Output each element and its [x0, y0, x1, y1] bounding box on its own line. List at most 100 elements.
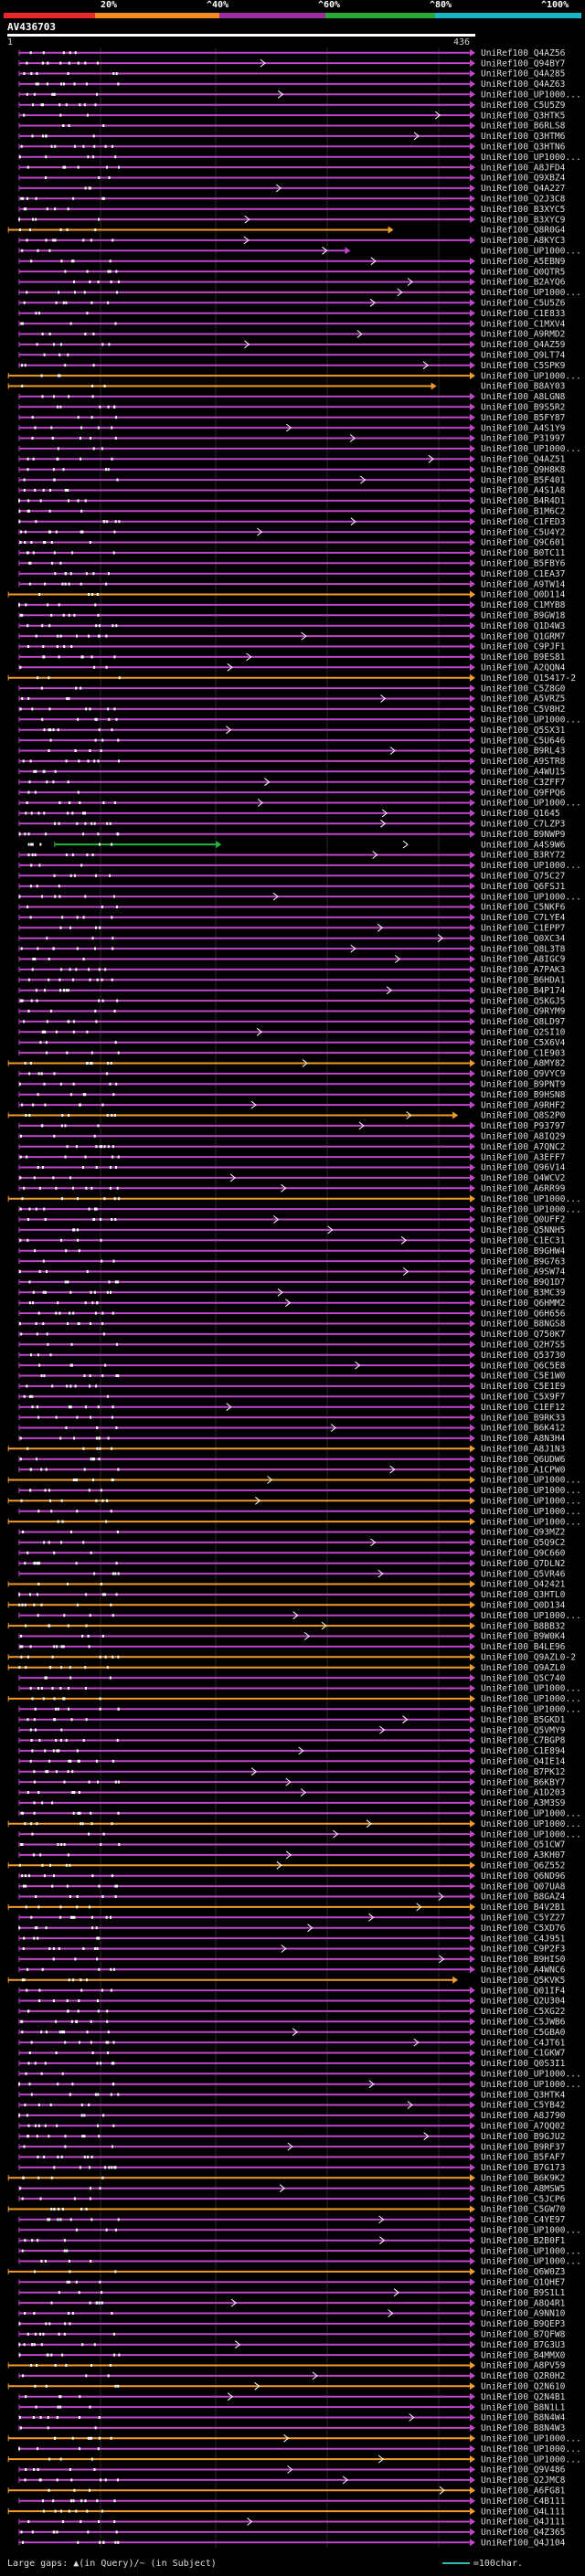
- hit-label[interactable]: UniRef100_A8MY82: [481, 1059, 565, 1069]
- hit-row[interactable]: UniRef100_A5VRZ5: [18, 694, 565, 705]
- hit-row[interactable]: UniRef100_C1MXV4: [18, 319, 566, 329]
- hit-label[interactable]: UniRef100_Q8R0G4: [481, 226, 566, 236]
- hit-label[interactable]: UniRef100_B6K9K2: [481, 2174, 565, 2184]
- hit-row[interactable]: UniRef100_UP1000...: [18, 1684, 581, 1694]
- hit-label[interactable]: UniRef100_B4LE96: [481, 1642, 566, 1652]
- hit-label[interactable]: UniRef100_Q3HTM6: [481, 132, 566, 142]
- hit-row[interactable]: UniRef100_A8MY82: [7, 1059, 565, 1069]
- hit-row[interactable]: UniRef100_B7QFW8: [18, 2330, 566, 2340]
- hit-label[interactable]: UniRef100_UP1000...: [481, 1507, 581, 1517]
- hit-label[interactable]: UniRef100_Q0D134: [481, 1601, 566, 1611]
- hit-row[interactable]: UniRef100_C5XG22: [18, 2007, 565, 2017]
- hit-label[interactable]: UniRef100_C5GW70: [481, 2205, 566, 2215]
- hit-row[interactable]: UniRef100_C9P2F3: [18, 1945, 566, 1955]
- hit-row[interactable]: UniRef100_UP1000...: [18, 288, 581, 298]
- hit-label[interactable]: UniRef100_Q2U304: [481, 1997, 566, 2007]
- hit-label[interactable]: UniRef100_Q6Z552: [481, 1861, 565, 1871]
- hit-label[interactable]: UniRef100_C1MXV4: [481, 319, 566, 329]
- hit-label[interactable]: UniRef100_UP1000...: [481, 1497, 581, 1507]
- hit-row[interactable]: UniRef100_Q5KVK5: [7, 1976, 565, 1986]
- hit-label[interactable]: UniRef100_Q9AZL0-2: [481, 1653, 576, 1663]
- hit-label[interactable]: UniRef100_A5VRZ5: [481, 694, 565, 705]
- hit-row[interactable]: UniRef100_A8IQ29: [18, 1132, 566, 1142]
- hit-label[interactable]: UniRef100_Q5VMY9: [481, 1725, 566, 1735]
- hit-row[interactable]: UniRef100_Q8LD97: [18, 1017, 566, 1027]
- hit-label[interactable]: UniRef100_P31997: [481, 434, 566, 444]
- hit-label[interactable]: UniRef100_Q6HMM2: [481, 1299, 565, 1309]
- hit-label[interactable]: UniRef100_Q42421: [481, 1580, 566, 1590]
- hit-row[interactable]: UniRef100_C1MYB8: [18, 600, 566, 610]
- hit-row[interactable]: UniRef100_A2QQN4: [18, 663, 566, 673]
- hit-row[interactable]: UniRef100_C7LYE4: [18, 913, 566, 923]
- hit-label[interactable]: UniRef100_B9Q1D7: [481, 1277, 566, 1288]
- hit-row[interactable]: UniRef100_A4S9W6: [27, 840, 566, 850]
- hit-label[interactable]: UniRef100_A4WNC6: [481, 1966, 566, 1976]
- hit-label[interactable]: UniRef100_UP1000...: [481, 2246, 581, 2256]
- hit-row[interactable]: UniRef100_Q75C27: [18, 872, 566, 882]
- hit-label[interactable]: UniRef100_Q1D4W3: [481, 621, 566, 631]
- hit-label[interactable]: UniRef100_B5FBY6: [481, 559, 566, 569]
- hit-row[interactable]: UniRef100_Q9AZL0: [7, 1663, 566, 1673]
- hit-label[interactable]: UniRef100_Q3HTK4: [481, 2090, 566, 2100]
- hit-row[interactable]: UniRef100_B3MC39: [18, 1288, 566, 1299]
- hit-row[interactable]: UniRef100_Q51CW7: [18, 1840, 566, 1850]
- hit-row[interactable]: UniRef100_Q0QTR5: [18, 267, 565, 277]
- hit-label[interactable]: UniRef100_A1D203: [481, 1788, 566, 1798]
- hit-row[interactable]: UniRef100_UP1000...: [18, 892, 581, 902]
- hit-label[interactable]: UniRef100_A8LGN8: [481, 392, 566, 402]
- hit-label[interactable]: UniRef100_A8N3H4: [481, 1434, 566, 1444]
- hit-row[interactable]: UniRef100_Q4AZ63: [18, 80, 566, 90]
- hit-row[interactable]: UniRef100_A4S1Y9: [18, 423, 566, 433]
- hit-row[interactable]: UniRef100_Q4J104: [18, 2539, 566, 2549]
- hit-row[interactable]: UniRef100_C1FED3: [18, 517, 566, 527]
- hit-label[interactable]: UniRef100_B9GW18: [481, 611, 566, 621]
- hit-row[interactable]: UniRef100_Q5C740: [18, 1673, 566, 1683]
- hit-label[interactable]: UniRef100_Q4A227: [481, 184, 566, 194]
- hit-row[interactable]: UniRef100_C4JT61: [18, 2038, 566, 2048]
- hit-row[interactable]: UniRef100_B9GW18: [18, 611, 566, 621]
- hit-row[interactable]: UniRef100_Q5SX31: [18, 726, 566, 736]
- hit-label[interactable]: UniRef100_A7QNC2: [481, 1142, 565, 1152]
- hit-label[interactable]: UniRef100_C4B111: [481, 2496, 566, 2507]
- hit-label[interactable]: UniRef100_C5E1W0: [481, 1372, 566, 1382]
- hit-row[interactable]: UniRef100_B9Q1D7: [18, 1277, 566, 1288]
- hit-row[interactable]: UniRef100_B9QEP3: [18, 2319, 566, 2329]
- hit-label[interactable]: UniRef100_Q3HTN6: [481, 143, 566, 153]
- hit-row[interactable]: UniRef100_C5U5Z9: [18, 101, 566, 111]
- hit-label[interactable]: UniRef100_B3XYC5: [481, 205, 565, 215]
- hit-row[interactable]: UniRef100_C5JWB6: [18, 2018, 566, 2028]
- hit-label[interactable]: UniRef100_Q96V14: [481, 1163, 566, 1173]
- hit-row[interactable]: UniRef100_Q4A285: [18, 69, 565, 80]
- hit-row[interactable]: UniRef100_Q2R0H2: [18, 2371, 565, 2381]
- hit-row[interactable]: UniRef100_Q5NNH5: [18, 1225, 565, 1235]
- hit-row[interactable]: UniRef100_Q4J111: [18, 2518, 566, 2528]
- hit-row[interactable]: UniRef100_B5GKD1: [18, 1715, 566, 1725]
- hit-row[interactable]: UniRef100_B5FBY6: [18, 559, 566, 569]
- hit-label[interactable]: UniRef100_A4S9W6: [481, 840, 566, 850]
- hit-row[interactable]: UniRef100_B9G763: [18, 1256, 566, 1267]
- hit-row[interactable]: UniRef100_A3KH07: [18, 1850, 566, 1860]
- hit-label[interactable]: UniRef100_B9QEP3: [481, 2319, 566, 2329]
- hit-label[interactable]: UniRef100_Q4A285: [481, 69, 565, 80]
- hit-row[interactable]: UniRef100_A8MSW5: [18, 2184, 565, 2194]
- hit-row[interactable]: UniRef100_UP1000...: [7, 2434, 581, 2444]
- hit-row[interactable]: UniRef100_Q4AZ56: [18, 48, 566, 58]
- hit-row[interactable]: UniRef100_C5U5Z6: [18, 299, 566, 309]
- hit-label[interactable]: UniRef100_B4P174: [481, 986, 566, 996]
- hit-row[interactable]: UniRef100_B6K412: [18, 1424, 565, 1434]
- hit-label[interactable]: UniRef100_B3MC39: [481, 1288, 566, 1299]
- hit-label[interactable]: UniRef100_UP1000...: [481, 2226, 581, 2236]
- hit-label[interactable]: UniRef100_C7LYE4: [481, 913, 566, 923]
- hit-row[interactable]: UniRef100_B0TC11: [18, 548, 566, 558]
- hit-label[interactable]: UniRef100_Q9RYM9: [481, 1007, 566, 1017]
- hit-label[interactable]: UniRef100_Q6UDW6: [481, 1455, 566, 1465]
- hit-label[interactable]: UniRef100_Q9V486: [481, 2465, 566, 2475]
- hit-label[interactable]: UniRef100_B6HDA1: [481, 976, 566, 986]
- hit-row[interactable]: UniRef100_A9TW14: [18, 579, 566, 589]
- hit-label[interactable]: UniRef100_A8KYC3: [481, 236, 566, 246]
- hit-row[interactable]: UniRef100_Q9RYM9: [18, 1007, 566, 1017]
- hit-row[interactable]: UniRef100_B9HSN8: [18, 1090, 566, 1100]
- hit-label[interactable]: UniRef100_B8BB32: [481, 1621, 565, 1631]
- hit-label[interactable]: UniRef100_Q5KVK5: [481, 1976, 565, 1986]
- hit-row[interactable]: UniRef100_Q1645: [18, 809, 560, 819]
